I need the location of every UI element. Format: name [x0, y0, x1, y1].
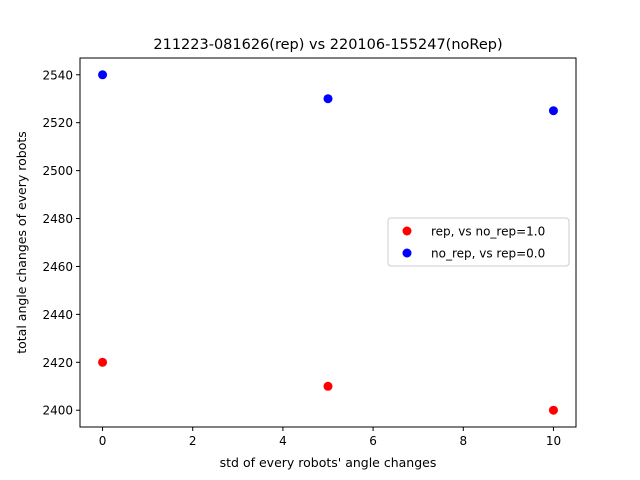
- legend-label: rep, vs no_rep=1.0: [431, 225, 545, 239]
- legend: rep, vs no_rep=1.0 no_rep, vs rep=0.0: [387, 217, 570, 267]
- x-tick-label: 2: [189, 434, 197, 448]
- y-tick-label: 2420: [42, 356, 73, 370]
- x-tick-label: 6: [369, 434, 377, 448]
- legend-box: [387, 217, 570, 267]
- data-points: [98, 70, 558, 415]
- data-point: [323, 381, 333, 391]
- x-tick-label: 8: [459, 434, 467, 448]
- data-point: [323, 94, 333, 104]
- x-tick-label: 0: [99, 434, 107, 448]
- y-tick-label: 2500: [42, 164, 73, 178]
- data-point: [548, 405, 558, 415]
- legend-marker: [402, 226, 412, 236]
- y-tick-label: 2520: [42, 116, 73, 130]
- data-point: [98, 357, 108, 367]
- data-point: [98, 70, 108, 80]
- y-axis: 2400 2420 2440 2460 2480 2500 2520 2540: [42, 68, 80, 418]
- data-point: [548, 106, 558, 116]
- x-axis: 0 2 4 6 8 10: [99, 427, 561, 448]
- y-tick-label: 2480: [42, 212, 73, 226]
- y-tick-label: 2440: [42, 308, 73, 322]
- x-tick-label: 10: [546, 434, 561, 448]
- y-axis-label: total angle changes of every robots: [14, 131, 29, 354]
- legend-marker: [402, 248, 412, 258]
- plot-area: [79, 57, 577, 428]
- y-tick-label: 2400: [42, 404, 73, 418]
- y-tick-label: 2460: [42, 260, 73, 274]
- legend-label: no_rep, vs rep=0.0: [431, 247, 545, 261]
- y-tick-label: 2540: [42, 68, 73, 82]
- x-axis-label: std of every robots' angle changes: [220, 455, 437, 470]
- x-tick-label: 4: [279, 434, 287, 448]
- chart-title: 211223-081626(rep) vs 220106-155247(noRe…: [153, 37, 502, 53]
